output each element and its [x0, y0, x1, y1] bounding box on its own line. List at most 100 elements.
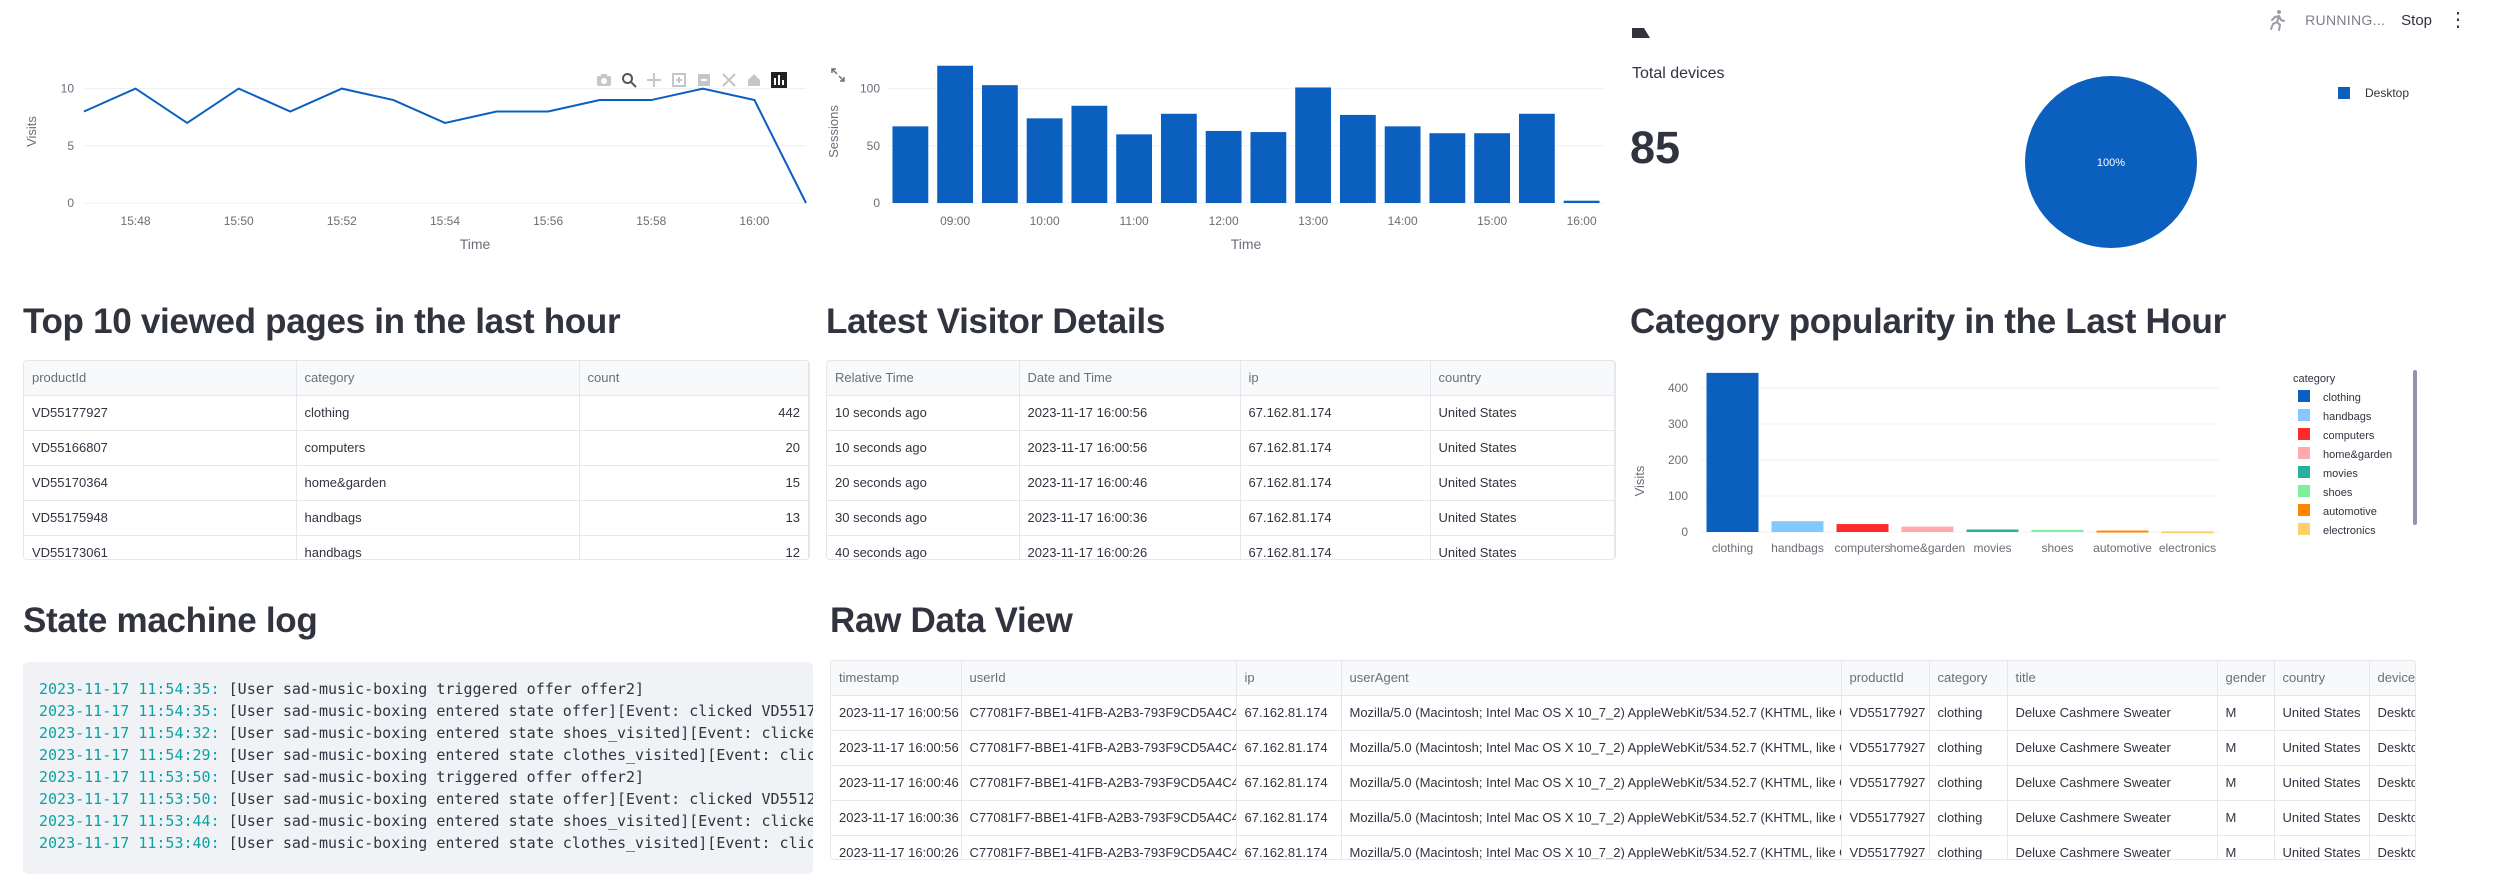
table-cell[interactable]: 30 seconds ago [827, 500, 1020, 536]
table-cell[interactable]: Deluxe Cashmere Sweater [2007, 835, 2218, 859]
table-cell[interactable]: 10 seconds ago [827, 430, 1020, 466]
table-cell[interactable]: clothing [1929, 730, 2008, 766]
table-cell[interactable]: VD55166807 [24, 430, 297, 466]
camera-icon[interactable] [596, 72, 612, 88]
table-cell[interactable]: M [2217, 835, 2275, 859]
table-cell[interactable]: 2023-11-17 16:00:26 [831, 835, 962, 859]
table-cell[interactable]: VD55175948 [24, 500, 297, 536]
table-cell[interactable]: 67.162.81.174 [1240, 535, 1431, 559]
column-header[interactable]: country [1430, 361, 1615, 396]
table-cell[interactable]: Deluxe Cashmere Sweater [2007, 695, 2218, 731]
table-row[interactable]: 30 seconds ago 2023-11-17 16:00:36 67.162.… [827, 500, 1615, 536]
table-row[interactable]: 10 seconds ago 2023-11-17 16:00:56 67.162.… [827, 430, 1615, 466]
table-cell[interactable]: 2023-11-17 16:00:56 [1019, 395, 1241, 431]
table-cell[interactable]: United States [2274, 765, 2370, 801]
table-cell[interactable]: VD55177927 [1841, 730, 1930, 766]
table-row[interactable]: VD55175948 handbags 13 [24, 500, 809, 536]
table-cell[interactable]: Deskto [2369, 730, 2415, 766]
kebab-menu-icon[interactable]: ⋮ [2448, 9, 2468, 31]
table-cell[interactable]: 2023-11-17 16:00:46 [831, 765, 962, 801]
table-cell[interactable]: M [2217, 765, 2275, 801]
table-cell[interactable]: 2023-11-17 16:00:26 [1019, 535, 1241, 559]
table-cell[interactable]: VD55177927 [1841, 800, 1930, 836]
table-cell[interactable]: Deskto [2369, 695, 2415, 731]
table-cell[interactable]: 40 seconds ago [827, 535, 1020, 559]
table-row[interactable]: VD55173061 handbags 12 [24, 535, 809, 559]
table-cell[interactable]: Deskto [2369, 800, 2415, 836]
table-cell[interactable]: VD55177927 [1841, 695, 1930, 731]
table-cell[interactable]: 67.162.81.174 [1236, 765, 1342, 801]
table-cell[interactable]: computers [296, 430, 580, 466]
column-header[interactable]: deviceT [2369, 661, 2415, 696]
table-cell[interactable]: United States [1430, 465, 1615, 501]
table-cell[interactable]: 2023-11-17 16:00:36 [1019, 500, 1241, 536]
column-header[interactable]: category [1929, 661, 2008, 696]
column-header[interactable]: productId [1841, 661, 1930, 696]
table-row[interactable]: VD55170364 home&garden 15 [24, 465, 809, 501]
table-row[interactable]: 20 seconds ago 2023-11-17 16:00:46 67.162.… [827, 465, 1615, 501]
table-cell[interactable]: 2023-11-17 16:00:36 [831, 800, 962, 836]
table-cell[interactable]: 67.162.81.174 [1240, 500, 1431, 536]
column-header[interactable]: timestamp [831, 661, 962, 696]
table-cell[interactable]: 2023-11-17 16:00:46 [1019, 465, 1241, 501]
column-header[interactable]: productId [24, 361, 297, 396]
raw-data-table[interactable]: timestamp userId ip userAgent productId categ… [830, 660, 2416, 860]
column-header[interactable]: userId [961, 661, 1237, 696]
table-cell[interactable]: C77081F7-BBE1-41FB-A2B3-793F9CD5A4C4 [961, 800, 1237, 836]
table-cell[interactable]: Deluxe Cashmere Sweater [2007, 730, 2218, 766]
table-cell[interactable]: clothing [1929, 800, 2008, 836]
table-cell[interactable]: 20 [579, 430, 809, 466]
plotly-logo-icon[interactable] [771, 72, 787, 88]
zoom-out-icon[interactable] [696, 72, 712, 88]
table-cell[interactable]: VD55173061 [24, 535, 297, 559]
table-row[interactable]: 2023-11-17 16:00:26 C77081F7-BBE1-41FB-A2… [831, 835, 2415, 859]
table-cell[interactable]: clothing [296, 395, 580, 431]
state-log-box[interactable]: 2023-11-17 11:54:35: [User sad-music-box… [23, 662, 813, 874]
table-row[interactable]: 2023-11-17 16:00:46 C77081F7-BBE1-41FB-A2… [831, 765, 2415, 801]
table-cell[interactable]: 67.162.81.174 [1236, 835, 1342, 859]
table-cell[interactable]: VD55177927 [24, 395, 297, 431]
zoom-icon[interactable] [621, 72, 637, 88]
stop-button[interactable]: Stop [2401, 11, 2432, 29]
table-cell[interactable]: 67.162.81.174 [1240, 465, 1431, 501]
table-cell[interactable]: handbags [296, 535, 580, 559]
table-cell[interactable]: M [2217, 800, 2275, 836]
pan-icon[interactable] [646, 72, 662, 88]
column-header[interactable]: ip [1240, 361, 1431, 396]
column-header[interactable]: userAgent [1341, 661, 1842, 696]
column-header[interactable]: category [296, 361, 580, 396]
table-cell[interactable]: 2023-11-17 16:00:56 [1019, 430, 1241, 466]
table-cell[interactable]: M [2217, 695, 2275, 731]
autoscale-icon[interactable] [721, 72, 737, 88]
table-row[interactable]: 40 seconds ago 2023-11-17 16:00:26 67.162.… [827, 535, 1615, 559]
table-cell[interactable]: Deluxe Cashmere Sweater [2007, 765, 2218, 801]
table-row[interactable]: 2023-11-17 16:00:56 C77081F7-BBE1-41FB-A2… [831, 695, 2415, 731]
table-cell[interactable]: 2023-11-17 16:00:56 [831, 730, 962, 766]
table-cell[interactable]: 67.162.81.174 [1240, 430, 1431, 466]
table-cell[interactable]: clothing [1929, 765, 2008, 801]
column-header[interactable]: ip [1236, 661, 1342, 696]
table-cell[interactable]: Mozilla/5.0 (Macintosh; Intel Mac OS X 1… [1341, 730, 1842, 766]
column-header[interactable]: Relative Time [827, 361, 1020, 396]
table-cell[interactable]: United States [2274, 835, 2370, 859]
table-cell[interactable]: Mozilla/5.0 (Macintosh; Intel Mac OS X 1… [1341, 695, 1842, 731]
sessions-bar-chart[interactable]: 0 50 100 09:00 10:00 11:00 12:00 13:00 14:00 15:0… [826, 40, 1626, 260]
table-cell[interactable]: 13 [579, 500, 809, 536]
table-cell[interactable]: Deskto [2369, 765, 2415, 801]
table-cell[interactable]: United States [1430, 395, 1615, 431]
table-cell[interactable]: 67.162.81.174 [1236, 730, 1342, 766]
fullscreen-icon[interactable] [831, 68, 845, 82]
table-cell[interactable]: home&garden [296, 465, 580, 501]
table-cell[interactable]: 67.162.81.174 [1236, 800, 1342, 836]
table-cell[interactable]: handbags [296, 500, 580, 536]
table-cell[interactable]: VD55177927 [1841, 765, 1930, 801]
table-cell[interactable]: Deskto [2369, 835, 2415, 859]
table-cell[interactable]: C77081F7-BBE1-41FB-A2B3-793F9CD5A4C4 [961, 765, 1237, 801]
table-cell[interactable]: Mozilla/5.0 (Macintosh; Intel Mac OS X 1… [1341, 765, 1842, 801]
table-row[interactable]: VD55177927 clothing 442 [24, 395, 809, 431]
devices-pie-chart[interactable]: 100% Desktop [1980, 60, 2460, 260]
table-cell[interactable]: Deluxe Cashmere Sweater [2007, 800, 2218, 836]
table-cell[interactable]: United States [2274, 730, 2370, 766]
table-cell[interactable]: 12 [579, 535, 809, 559]
